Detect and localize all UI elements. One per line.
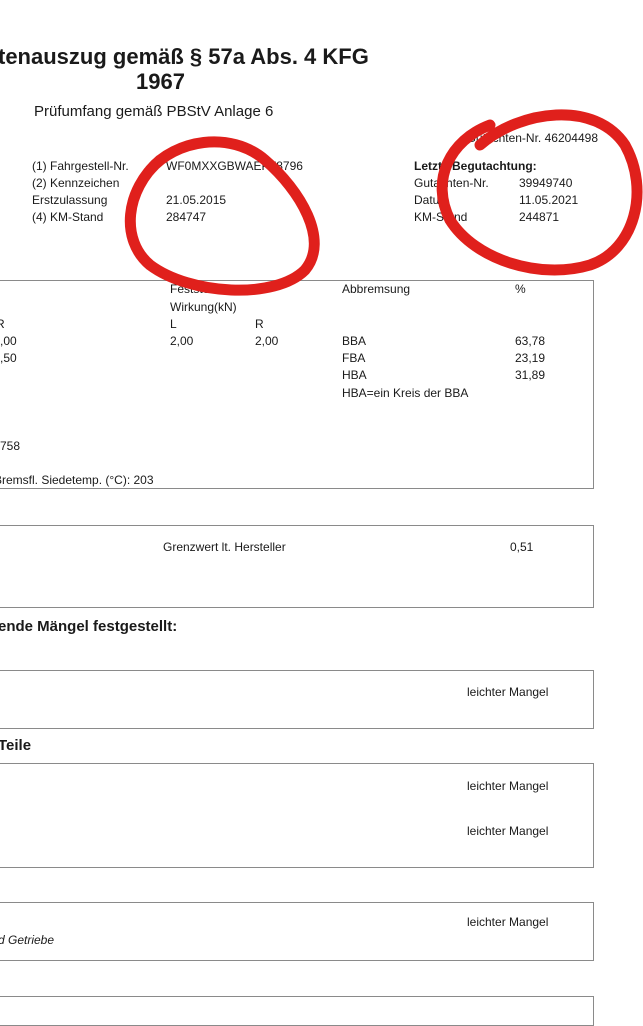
brake-row-value: 63,78 [515, 334, 546, 348]
vehicle-label: Erstzulassung [32, 193, 108, 207]
document-title: tenauszug gemäß § 57a Abs. 4 KFG [0, 44, 369, 69]
defect-status: leichter Mangel [467, 779, 549, 793]
inspection-label: Gutachten-Nr. [414, 176, 489, 190]
limit-box [0, 525, 594, 608]
vehicle-value: WF0MXXGBWAEP78796 [166, 159, 303, 173]
partial-value: 758 [0, 439, 21, 453]
left-value: ,00 [0, 334, 17, 348]
park-r-value: 2,00 [255, 334, 279, 348]
brake-row-label: HBA [342, 368, 367, 382]
defect-status: leichter Mangel [467, 824, 549, 838]
teile-heading: Teile [0, 737, 32, 754]
vehicle-label: (1) Fahrgestell-Nr. [32, 159, 129, 173]
vehicle-value: 284747 [166, 210, 207, 224]
defect-text: d Getriebe [0, 933, 55, 947]
brake-note: HBA=ein Kreis der BBA [342, 386, 469, 400]
limit-value: 0,51 [510, 540, 534, 554]
brake-row-value: 31,89 [515, 368, 546, 382]
next-box [0, 996, 594, 1026]
last-inspection-heading: Letzte Begutachtung: [414, 159, 537, 173]
inspection-label: Datum [414, 193, 450, 207]
inspection-value: 11.05.2021 [519, 193, 579, 207]
defect-status: leichter Mangel [467, 915, 549, 929]
effect-label: Wirkung(kN) [170, 300, 237, 314]
document-title-year: 1967 [136, 69, 185, 94]
left-value: ,50 [0, 351, 17, 365]
brake-row-label: FBA [342, 351, 366, 365]
brake-row-value: 23,19 [515, 351, 546, 365]
vehicle-value: 21.05.2015 [166, 193, 227, 207]
vehicle-label: (4) KM-Stand [32, 210, 104, 224]
defect-status: leichter Mangel [467, 685, 549, 699]
brake-box [0, 280, 594, 489]
col-l: L [170, 317, 177, 331]
col-r-left: R [0, 317, 5, 331]
abbremsung-label: Abbremsung [342, 282, 411, 296]
defect-box [0, 763, 594, 868]
defects-heading: ende Mängel festgestellt: [0, 618, 178, 635]
park-l-value: 2,00 [170, 334, 194, 348]
inspection-label: KM-Stand [414, 210, 468, 224]
percent-label: % [515, 282, 526, 296]
vehicle-label: (2) Kennzeichen [32, 176, 120, 190]
defect-box [0, 670, 594, 729]
limit-label: Grenzwert lt. Hersteller [163, 540, 286, 554]
inspection-value: 39949740 [519, 176, 573, 190]
defect-box [0, 902, 594, 961]
brake-row-label: BBA [342, 334, 367, 348]
gutachten-number: Gutachten-Nr. 46204498 [466, 131, 598, 145]
boiling-temp: Bremsfl. Siedetemp. (°C): 203 [0, 473, 154, 487]
inspection-value: 244871 [519, 210, 560, 224]
document-subtitle: Prüfumfang gemäß PBStV Anlage 6 [34, 103, 274, 120]
col-r: R [255, 317, 264, 331]
park-brake-label: Feststellbremse [170, 282, 255, 296]
